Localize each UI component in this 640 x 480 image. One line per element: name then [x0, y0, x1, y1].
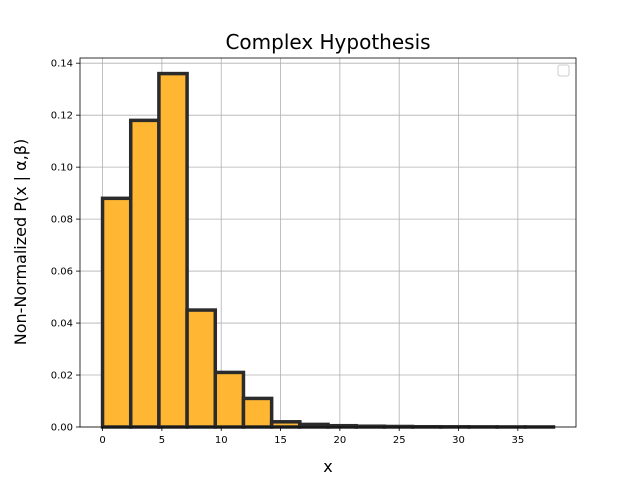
x-tick-label: 10	[215, 435, 228, 446]
y-tick-label: 0.04	[51, 319, 73, 330]
axes-frame	[79, 57, 577, 428]
x-ticks: 0 5 10 15 20 25 30 35	[99, 427, 524, 446]
histogram-bar	[269, 420, 302, 429]
x-tick-label: 20	[333, 435, 346, 446]
legend-box	[557, 64, 570, 77]
y-tick-label: 0.00	[51, 423, 73, 434]
y-tick-label: 0.08	[51, 215, 73, 226]
histogram-bars	[100, 71, 556, 429]
y-tick-label: 0.02	[51, 371, 73, 382]
y-ticks: 0.00 0.02 0.04 0.06 0.08 0.10 0.12 0.14	[51, 59, 80, 434]
x-tick-label: 25	[393, 435, 406, 446]
histogram-bar	[100, 196, 133, 429]
histogram-bar	[128, 118, 161, 429]
histogram-bar	[241, 396, 274, 429]
x-axis-label: x	[323, 457, 332, 476]
x-tick-label: 30	[452, 435, 465, 446]
histogram-bar	[185, 308, 218, 429]
chart-title: Complex Hypothesis	[225, 30, 430, 54]
y-tick-label: 0.12	[51, 111, 73, 122]
y-axis-label: Non-Normalized P(x | α,β)	[11, 139, 30, 346]
histogram-bar	[157, 71, 189, 429]
x-tick-label: 5	[159, 435, 165, 446]
y-tick-label: 0.06	[51, 267, 73, 278]
y-tick-label: 0.10	[51, 163, 73, 174]
x-tick-label: 35	[511, 435, 524, 446]
y-tick-label: 0.14	[51, 59, 73, 70]
histogram-bar	[213, 370, 246, 429]
x-tick-label: 0	[99, 435, 105, 446]
x-tick-label: 15	[274, 435, 287, 446]
